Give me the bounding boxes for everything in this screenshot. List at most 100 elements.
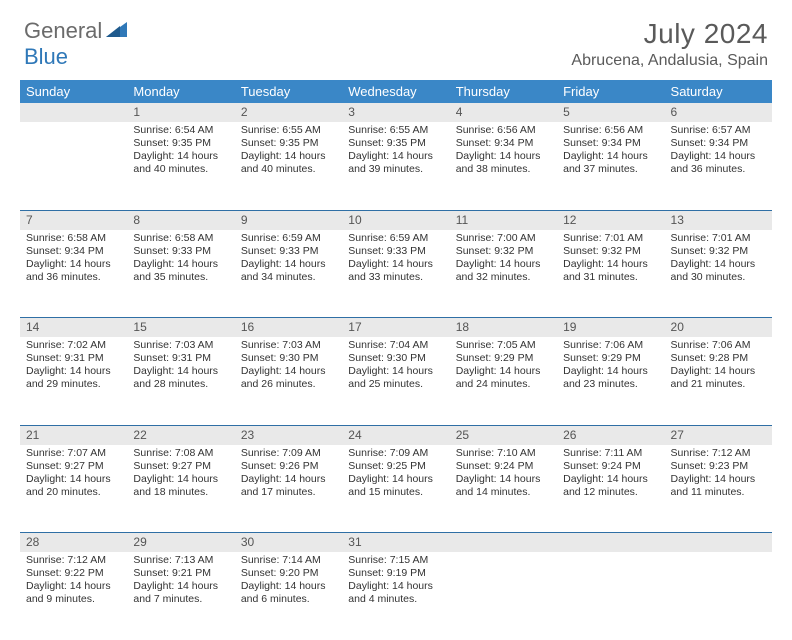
day-cell: Sunrise: 7:04 AMSunset: 9:30 PMDaylight:… xyxy=(342,337,449,425)
sunset-text: Sunset: 9:34 PM xyxy=(456,137,551,150)
day-number: 12 xyxy=(557,210,664,230)
sunset-text: Sunset: 9:31 PM xyxy=(26,352,121,365)
day-cell: Sunrise: 7:09 AMSunset: 9:25 PMDaylight:… xyxy=(342,445,449,533)
day-cell xyxy=(665,552,772,640)
day-cell: Sunrise: 7:14 AMSunset: 9:20 PMDaylight:… xyxy=(235,552,342,640)
day-number: 2 xyxy=(235,103,342,122)
sunset-text: Sunset: 9:32 PM xyxy=(456,245,551,258)
day-cell: Sunrise: 7:12 AMSunset: 9:23 PMDaylight:… xyxy=(665,445,772,533)
sunset-text: Sunset: 9:35 PM xyxy=(348,137,443,150)
daylight-text: Daylight: 14 hours and 17 minutes. xyxy=(241,473,336,499)
day-number: 18 xyxy=(450,318,557,338)
content-row: Sunrise: 6:58 AMSunset: 9:34 PMDaylight:… xyxy=(20,230,772,318)
daylight-text: Daylight: 14 hours and 7 minutes. xyxy=(133,580,228,606)
sunrise-text: Sunrise: 7:01 AM xyxy=(563,232,658,245)
location: Abrucena, Andalusia, Spain xyxy=(571,52,768,70)
daylight-text: Daylight: 14 hours and 33 minutes. xyxy=(348,258,443,284)
daynum-row: 28293031 xyxy=(20,533,772,553)
daylight-text: Daylight: 14 hours and 23 minutes. xyxy=(563,365,658,391)
day-cell: Sunrise: 6:54 AMSunset: 9:35 PMDaylight:… xyxy=(127,122,234,210)
daylight-text: Daylight: 14 hours and 34 minutes. xyxy=(241,258,336,284)
day-cell: Sunrise: 7:15 AMSunset: 9:19 PMDaylight:… xyxy=(342,552,449,640)
daylight-text: Daylight: 14 hours and 36 minutes. xyxy=(671,150,766,176)
daylight-text: Daylight: 14 hours and 20 minutes. xyxy=(26,473,121,499)
day-number xyxy=(450,533,557,553)
day-cell: Sunrise: 7:03 AMSunset: 9:30 PMDaylight:… xyxy=(235,337,342,425)
daylight-text: Daylight: 14 hours and 9 minutes. xyxy=(26,580,121,606)
sunset-text: Sunset: 9:21 PM xyxy=(133,567,228,580)
sunset-text: Sunset: 9:35 PM xyxy=(241,137,336,150)
sunset-text: Sunset: 9:34 PM xyxy=(671,137,766,150)
sunrise-text: Sunrise: 7:03 AM xyxy=(241,339,336,352)
daylight-text: Daylight: 14 hours and 31 minutes. xyxy=(563,258,658,284)
sunset-text: Sunset: 9:34 PM xyxy=(26,245,121,258)
sunset-text: Sunset: 9:26 PM xyxy=(241,460,336,473)
sunset-text: Sunset: 9:32 PM xyxy=(671,245,766,258)
day-number: 29 xyxy=(127,533,234,553)
header: General July 2024 Abrucena, Andalusia, S… xyxy=(0,0,792,74)
day-cell: Sunrise: 6:58 AMSunset: 9:33 PMDaylight:… xyxy=(127,230,234,318)
sunset-text: Sunset: 9:30 PM xyxy=(241,352,336,365)
title-block: July 2024 Abrucena, Andalusia, Spain xyxy=(571,18,768,70)
sunrise-text: Sunrise: 7:10 AM xyxy=(456,447,551,460)
sunset-text: Sunset: 9:33 PM xyxy=(133,245,228,258)
day-number: 4 xyxy=(450,103,557,122)
daylight-text: Daylight: 14 hours and 38 minutes. xyxy=(456,150,551,176)
sunrise-text: Sunrise: 6:57 AM xyxy=(671,124,766,137)
daylight-text: Daylight: 14 hours and 18 minutes. xyxy=(133,473,228,499)
sunrise-text: Sunrise: 7:12 AM xyxy=(671,447,766,460)
daylight-text: Daylight: 14 hours and 37 minutes. xyxy=(563,150,658,176)
sunrise-text: Sunrise: 7:01 AM xyxy=(671,232,766,245)
day-cell: Sunrise: 6:55 AMSunset: 9:35 PMDaylight:… xyxy=(235,122,342,210)
calendar-table: Sunday Monday Tuesday Wednesday Thursday… xyxy=(20,80,772,640)
daylight-text: Daylight: 14 hours and 40 minutes. xyxy=(241,150,336,176)
day-number: 20 xyxy=(665,318,772,338)
day-number: 25 xyxy=(450,425,557,445)
day-cell: Sunrise: 6:56 AMSunset: 9:34 PMDaylight:… xyxy=(450,122,557,210)
sunrise-text: Sunrise: 6:56 AM xyxy=(563,124,658,137)
sunset-text: Sunset: 9:31 PM xyxy=(133,352,228,365)
logo-triangle-icon xyxy=(106,20,128,43)
sunrise-text: Sunrise: 6:56 AM xyxy=(456,124,551,137)
day-cell: Sunrise: 6:58 AMSunset: 9:34 PMDaylight:… xyxy=(20,230,127,318)
sunrise-text: Sunrise: 6:55 AM xyxy=(241,124,336,137)
content-row: Sunrise: 7:12 AMSunset: 9:22 PMDaylight:… xyxy=(20,552,772,640)
day-cell: Sunrise: 7:03 AMSunset: 9:31 PMDaylight:… xyxy=(127,337,234,425)
sunrise-text: Sunrise: 7:04 AM xyxy=(348,339,443,352)
day-number xyxy=(665,533,772,553)
day-number: 7 xyxy=(20,210,127,230)
day-number: 19 xyxy=(557,318,664,338)
sunrise-text: Sunrise: 6:55 AM xyxy=(348,124,443,137)
daylight-text: Daylight: 14 hours and 11 minutes. xyxy=(671,473,766,499)
sunset-text: Sunset: 9:29 PM xyxy=(456,352,551,365)
day-cell: Sunrise: 7:01 AMSunset: 9:32 PMDaylight:… xyxy=(665,230,772,318)
day-number: 15 xyxy=(127,318,234,338)
sunrise-text: Sunrise: 7:05 AM xyxy=(456,339,551,352)
sunrise-text: Sunrise: 6:59 AM xyxy=(241,232,336,245)
day-cell: Sunrise: 6:55 AMSunset: 9:35 PMDaylight:… xyxy=(342,122,449,210)
day-header: Monday xyxy=(127,80,234,103)
day-number: 5 xyxy=(557,103,664,122)
day-header: Tuesday xyxy=(235,80,342,103)
day-number: 17 xyxy=(342,318,449,338)
day-number: 14 xyxy=(20,318,127,338)
day-cell: Sunrise: 7:13 AMSunset: 9:21 PMDaylight:… xyxy=(127,552,234,640)
daylight-text: Daylight: 14 hours and 4 minutes. xyxy=(348,580,443,606)
day-number: 26 xyxy=(557,425,664,445)
day-header: Friday xyxy=(557,80,664,103)
daylight-text: Daylight: 14 hours and 35 minutes. xyxy=(133,258,228,284)
day-cell: Sunrise: 6:59 AMSunset: 9:33 PMDaylight:… xyxy=(235,230,342,318)
daylight-text: Daylight: 14 hours and 39 minutes. xyxy=(348,150,443,176)
day-number: 28 xyxy=(20,533,127,553)
sunset-text: Sunset: 9:35 PM xyxy=(133,137,228,150)
sunrise-text: Sunrise: 7:06 AM xyxy=(563,339,658,352)
day-number: 8 xyxy=(127,210,234,230)
daylight-text: Daylight: 14 hours and 14 minutes. xyxy=(456,473,551,499)
day-cell: Sunrise: 7:02 AMSunset: 9:31 PMDaylight:… xyxy=(20,337,127,425)
daylight-text: Daylight: 14 hours and 32 minutes. xyxy=(456,258,551,284)
day-cell: Sunrise: 7:09 AMSunset: 9:26 PMDaylight:… xyxy=(235,445,342,533)
sunrise-text: Sunrise: 6:59 AM xyxy=(348,232,443,245)
sunrise-text: Sunrise: 7:03 AM xyxy=(133,339,228,352)
month-title: July 2024 xyxy=(571,18,768,50)
sunrise-text: Sunrise: 7:14 AM xyxy=(241,554,336,567)
